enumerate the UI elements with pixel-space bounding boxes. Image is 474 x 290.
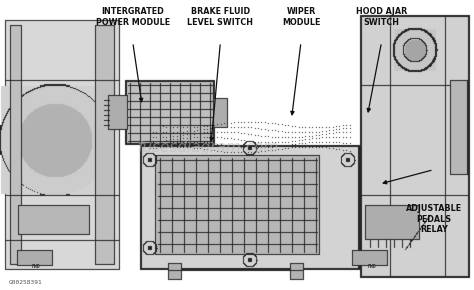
Text: fusesdiagram.com: fusesdiagram.com bbox=[138, 140, 279, 155]
Text: BRAKE FLUID
LEVEL SWITCH: BRAKE FLUID LEVEL SWITCH bbox=[187, 7, 254, 27]
Text: HOOD AJAR
SWITCH: HOOD AJAR SWITCH bbox=[356, 7, 407, 27]
Text: FWD: FWD bbox=[32, 264, 40, 269]
Text: WIPER
MODULE: WIPER MODULE bbox=[282, 7, 320, 27]
Text: FWD: FWD bbox=[368, 264, 376, 269]
Text: G00258391: G00258391 bbox=[9, 280, 42, 285]
Text: ADJUSTABLE
PEDALS
RELAY: ADJUSTABLE PEDALS RELAY bbox=[406, 204, 462, 234]
Text: INTERGRATED
POWER MODULE: INTERGRATED POWER MODULE bbox=[96, 7, 170, 27]
